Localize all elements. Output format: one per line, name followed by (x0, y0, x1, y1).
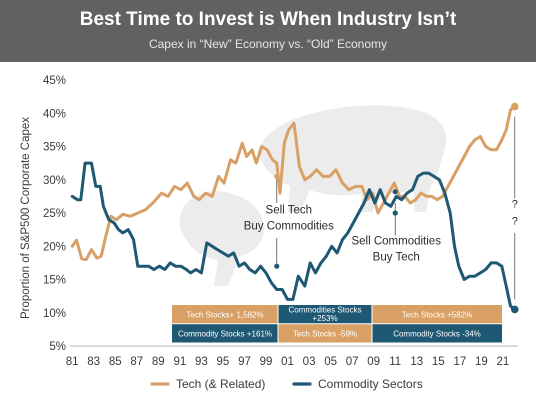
annotation-marker (274, 173, 280, 180)
y-tick-label: 30% (43, 175, 66, 187)
y-axis-title: Proportion of S&P500 Corporate Capex (20, 117, 32, 319)
period-cell-top-text: Tech Stocks+ 1,582% (186, 311, 263, 320)
period-cell-top-text: Commodities Stocks (289, 306, 362, 315)
commodity-end-point (510, 305, 519, 314)
period-cell-bottom-text: Commodity Stocks +161% (178, 330, 272, 339)
y-tick-label: 5% (49, 341, 66, 353)
y-tick-label: 40% (43, 108, 66, 120)
question-mark: ? (512, 216, 518, 228)
chart-header: Best Time to Invest is When Industry Isn… (0, 0, 536, 62)
period-cell-bottom (372, 324, 502, 343)
period-cell-bottom (278, 324, 372, 343)
period-cell-top (172, 305, 278, 324)
tech-end-point (510, 102, 519, 111)
x-tick-label: 89 (152, 356, 165, 368)
x-tick-label: 91 (173, 356, 186, 368)
x-tick-label: 15 (432, 356, 445, 368)
question-mark: ? (512, 199, 518, 211)
x-tick-label: 93 (195, 356, 208, 368)
annotation-text: Sell Commodities (351, 235, 441, 247)
annotation-marker (392, 210, 398, 216)
x-tick-label: 21 (497, 356, 510, 368)
x-tick-label: 05 (324, 356, 337, 368)
period-cell-top-text: +253% (312, 314, 337, 323)
x-tick-label: 83 (87, 356, 100, 368)
x-tick-label: 99 (260, 356, 273, 368)
y-tick-label: 20% (43, 241, 66, 253)
x-tick-label: 09 (367, 356, 380, 368)
annotation-marker (392, 189, 398, 195)
chart-title: Best Time to Invest is When Industry Isn… (79, 9, 457, 30)
period-cell-top-text: Tech Stocks +582% (402, 311, 472, 320)
x-tick-label: 01 (281, 356, 294, 368)
x-tick-label: 11 (389, 356, 401, 368)
x-tick-label: 87 (130, 356, 143, 368)
x-tick-label: 81 (66, 356, 79, 368)
y-tick-label: 35% (43, 142, 66, 154)
period-cell-bottom (172, 324, 278, 343)
annotation-marker (274, 263, 280, 269)
period-cell-top (278, 305, 372, 324)
x-tick-label: 95 (217, 356, 230, 368)
series-group (70, 102, 519, 314)
annotation-text: Buy Tech (373, 251, 420, 263)
x-tick-label: 85 (109, 356, 122, 368)
tech-series-line (70, 105, 517, 262)
axis-group: 5% 10% 15% 20% 25% 30% 35% 40% 45% 81 83 85 87 89 91 93… (20, 75, 518, 368)
legend-label-tech: Tech (& Related) (176, 377, 265, 391)
legend: Tech (& Related) Commodity Sectors (150, 377, 423, 391)
x-tick-label: 17 (453, 356, 466, 368)
y-tick-label: 10% (43, 308, 66, 320)
x-tick-label: 97 (238, 356, 251, 368)
y-tick-label: 45% (43, 75, 66, 87)
annotation-group: Sell Tech Buy Commodities Sell Commodities… (244, 116, 518, 300)
period-cell-top (372, 305, 502, 324)
annotation-text: Buy Commodities (244, 221, 334, 233)
chart-subtitle: Capex in “New” Economy vs. “Old” Economy (148, 37, 388, 51)
x-tick-label: 13 (410, 356, 423, 368)
x-tick-label: 03 (303, 356, 316, 368)
y-tick-label: 15% (43, 275, 66, 287)
period-cell-bottom-text: Commodity Stocks -34% (393, 330, 481, 339)
y-tick-label: 25% (43, 208, 66, 220)
legend-label-commodity: Commodity Sectors (318, 377, 423, 391)
bull-bear-watermark-icon (179, 105, 447, 286)
x-tick-label: 19 (475, 356, 488, 368)
annotation-text: Sell Tech (266, 205, 312, 217)
x-tick-label: 07 (346, 356, 359, 368)
period-table: Tech Stocks+ 1,582% Commodity Stocks +161… (172, 305, 502, 343)
commodity-series-line (70, 161, 517, 311)
period-cell-bottom-text: Tech Stocks -59% (293, 330, 357, 339)
